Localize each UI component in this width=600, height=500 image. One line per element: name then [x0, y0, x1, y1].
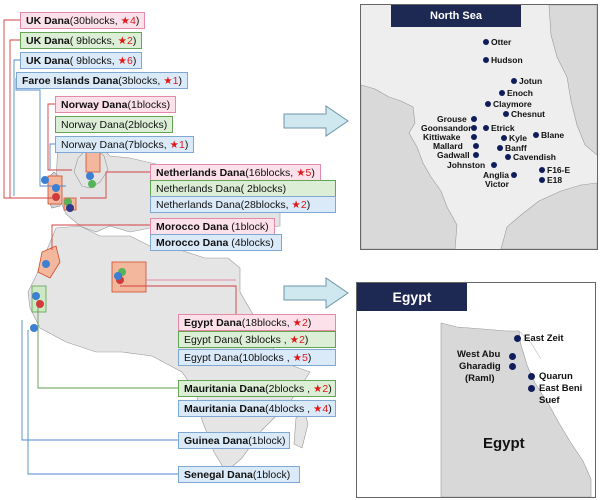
- label-uk-30: UK Dana(30blocks, ★4): [20, 12, 146, 29]
- dot-kyle: [501, 135, 507, 141]
- egypt-panel: Egypt East Zeit West Abu Gharadig (Raml)…: [356, 282, 596, 498]
- dot-enoch: [499, 90, 505, 96]
- label-mauritania-2: Mauritania Dana(2blocks , ★2): [178, 380, 336, 397]
- marker-uk-2: [52, 193, 60, 201]
- label-norway-1: Norway Dana(1blocks): [55, 96, 177, 113]
- label-norway-2: Norway Dana(2blocks): [55, 116, 174, 133]
- north-sea-panel: North Sea Otter Hudson Jotun Enoch Claym…: [360, 4, 598, 250]
- egypt-title: Egypt: [357, 283, 467, 311]
- dot-east-beni-suef: [528, 385, 535, 392]
- marker-uk-1: [52, 184, 60, 192]
- label-egypt-3: Egypt Dana( 3blocks , ★2): [178, 331, 336, 348]
- dot-claymore: [485, 101, 491, 107]
- field-east-beni-line-1: East Beni: [539, 383, 583, 394]
- marker-nl-2: [66, 204, 74, 212]
- marker-norway-1: [86, 172, 94, 180]
- marker-mauritania-1: [32, 292, 40, 300]
- field-cavendish: Cavendish: [513, 152, 556, 162]
- field-victor: Victor: [485, 179, 509, 189]
- dot-hudson: [483, 57, 489, 63]
- field-gadwall: Gadwall: [437, 150, 470, 160]
- field-quarun: Quarun: [539, 371, 573, 382]
- north-sea-map: [361, 5, 597, 249]
- label-uk-9-blue: UK Dana( 9blocks, ★6): [20, 52, 143, 69]
- dot-goonsandor: [471, 125, 477, 131]
- dot-grouse: [471, 116, 477, 122]
- dot-mallard: [473, 143, 479, 149]
- field-grouse: Grouse: [437, 114, 467, 124]
- field-east-beni-line-2: Suef: [539, 395, 560, 406]
- norway-coast: [548, 5, 597, 156]
- field-etrick: Etrick: [491, 123, 515, 133]
- arrow-to-egypt: [283, 277, 349, 309]
- marker-morocco-1: [42, 260, 50, 268]
- field-west-abu-line-1: West Abu: [457, 349, 501, 360]
- north-sea-title: North Sea: [391, 5, 521, 27]
- dot-anglia: [511, 172, 517, 178]
- field-east-zeit: East Zeit: [524, 333, 564, 344]
- field-west-abu-line-3: (Raml): [465, 373, 495, 384]
- dot-gadwall: [473, 152, 479, 158]
- field-blane: Blane: [541, 130, 565, 140]
- dot-west-abu-2: [509, 363, 516, 370]
- label-egypt-10: Egypt Dana(10blocks , ★5): [178, 349, 336, 366]
- field-claymore: Claymore: [493, 99, 532, 109]
- field-mallard: Mallard: [433, 141, 463, 151]
- dot-jotun: [511, 78, 517, 84]
- dot-quarun: [528, 373, 535, 380]
- field-enoch: Enoch: [507, 88, 533, 98]
- dot-kittiwake: [471, 134, 477, 140]
- egypt-map: [440, 322, 592, 497]
- label-egypt-18: Egypt Dana(18blocks, ★2): [178, 314, 336, 331]
- dot-banff: [497, 145, 503, 151]
- field-kyle: Kyle: [509, 133, 527, 143]
- field-f16e: F16-E: [547, 165, 571, 175]
- field-markers: [30, 172, 126, 332]
- field-otter: Otter: [491, 37, 512, 47]
- marker-norway-2: [88, 180, 96, 188]
- continent-coast: [500, 182, 597, 249]
- marker-faroe: [41, 176, 49, 184]
- label-netherlands-16: Netherlands Dana(16blocks, ★5): [150, 164, 321, 181]
- dot-etrick: [483, 125, 489, 131]
- marker-egypt-3: [114, 272, 122, 280]
- egypt-country-label: Egypt: [483, 435, 525, 452]
- label-mauritania-4: Mauritania Dana(4blocks , ★4): [178, 400, 336, 417]
- label-norway-7: Norway Dana(7blocks, ★1): [55, 136, 195, 153]
- marker-mauritania-2: [36, 300, 44, 308]
- field-anglia: Anglia: [483, 170, 509, 180]
- label-morocco-4: Morocco Dana (4blocks): [150, 234, 282, 251]
- label-guinea: Guinea Dana(1block): [178, 432, 290, 449]
- label-faroe-islands: Faroe Islands Dana(3blocks, ★1): [16, 72, 188, 89]
- red-sea-coast: [518, 330, 542, 360]
- dot-blane: [533, 132, 539, 138]
- dot-cavendish: [505, 154, 511, 160]
- label-netherlands-2: Netherlands Dana( 2blocks): [150, 180, 336, 197]
- arrow-to-north-sea: [283, 105, 349, 137]
- dot-chesnut: [503, 111, 509, 117]
- label-netherlands-28: Netherlands Dana(28blocks, ★2): [150, 196, 336, 213]
- dot-e18: [539, 177, 545, 183]
- field-jotun: Jotun: [519, 76, 543, 86]
- field-banff: Banff: [505, 143, 527, 153]
- field-goonsandor: Goonsandor: [421, 123, 472, 133]
- field-west-abu-line-2: Gharadig: [459, 361, 501, 372]
- marker-senegal: [30, 324, 38, 332]
- field-hudson: Hudson: [491, 55, 523, 65]
- label-morocco-1: Morocco Dana (1block): [150, 218, 275, 235]
- field-johnston: Johnston: [447, 160, 486, 170]
- label-uk-9-green: UK Dana( 9blocks, ★2): [20, 32, 143, 49]
- dot-f16e: [539, 167, 545, 173]
- field-e18: E18: [547, 175, 563, 185]
- field-chesnut: Chesnut: [511, 109, 545, 119]
- dot-otter: [483, 39, 489, 45]
- label-senegal: Senegal Dana(1block): [178, 466, 300, 483]
- dot-johnston: [491, 162, 497, 168]
- dot-west-abu-1: [509, 353, 516, 360]
- uk-coast: [361, 84, 458, 249]
- dot-east-zeit: [514, 335, 521, 342]
- field-kittiwake: Kittiwake: [423, 132, 461, 142]
- egypt-landmass: [440, 322, 592, 497]
